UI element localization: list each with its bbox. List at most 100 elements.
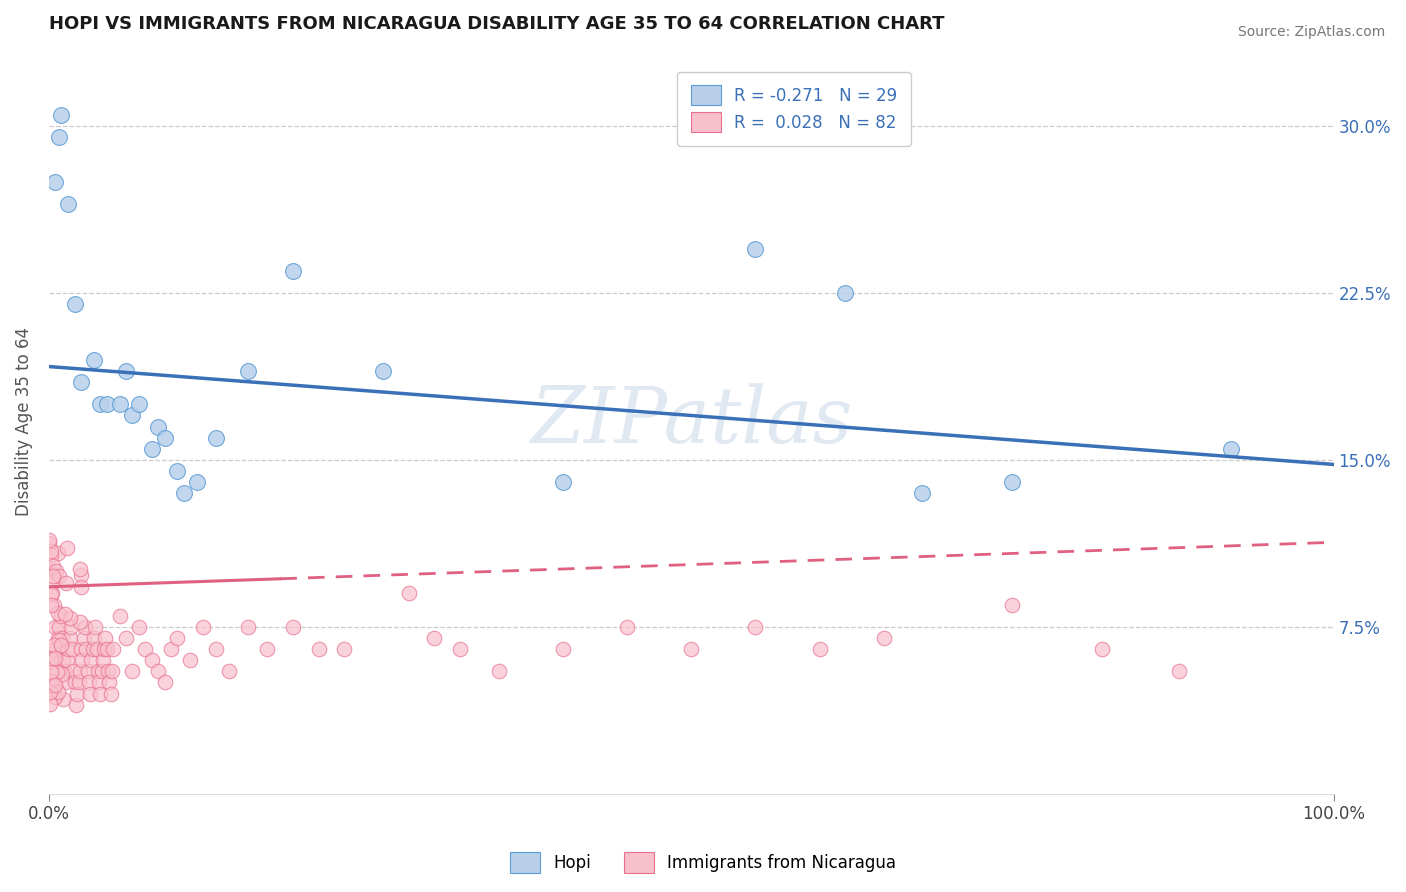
Point [38,697,60,711]
Point [205,431,228,445]
Point [1168,665,1191,679]
Point [371,364,394,378]
Point [55,576,77,591]
Point [63,675,86,690]
Point [83,631,105,645]
Point [89,687,111,701]
Point [94,631,117,645]
Point [256,642,278,657]
Point [108,608,131,623]
Point [48,620,70,634]
Point [48,546,70,560]
Point [77,675,100,690]
Point [73,620,96,634]
Point [70,580,93,594]
Point [41,643,63,657]
Point [551,642,574,657]
Point [58,642,80,657]
Point [42,598,65,612]
Point [146,665,169,679]
Point [87,675,110,690]
Point [1001,598,1024,612]
Point [108,397,131,411]
Point [97,665,120,679]
Point [39,652,62,666]
Point [46,631,69,645]
Point [89,397,111,411]
Point [141,442,163,456]
Point [82,642,104,657]
Point [44,690,66,705]
Legend: Hopi, Immigrants from Nicaragua: Hopi, Immigrants from Nicaragua [503,846,903,880]
Point [488,665,510,679]
Point [96,642,118,657]
Point [51,692,73,706]
Point [70,568,93,582]
Point [173,486,195,500]
Point [52,653,75,667]
Point [70,375,93,389]
Y-axis label: Disability Age 35 to 64: Disability Age 35 to 64 [15,326,32,516]
Point [41,569,63,583]
Point [39,685,62,699]
Point [1219,442,1241,456]
Point [49,608,72,623]
Point [84,620,107,634]
Point [121,665,143,679]
Point [62,665,84,679]
Point [134,642,156,657]
Point [39,598,62,612]
Point [59,620,82,634]
Point [808,642,831,657]
Point [72,631,94,645]
Point [153,431,176,445]
Point [281,264,304,278]
Point [681,642,703,657]
Point [79,687,101,701]
Point [205,642,228,657]
Point [69,665,91,679]
Point [42,575,65,590]
Point [55,675,77,690]
Point [103,642,125,657]
Point [41,549,63,563]
Point [72,653,94,667]
Point [80,653,103,667]
Point [236,364,259,378]
Point [86,642,108,657]
Point [1001,475,1024,490]
Point [744,620,766,634]
Point [101,665,124,679]
Point [91,653,114,667]
Point [44,620,66,634]
Point [48,632,70,647]
Point [41,586,63,600]
Point [160,642,183,657]
Point [70,642,93,657]
Point [449,642,471,657]
Point [153,675,176,690]
Point [69,561,91,575]
Point [179,653,201,667]
Point [166,464,188,478]
Point [98,675,121,690]
Legend: R = -0.271   N = 29, R =  0.028   N = 82: R = -0.271 N = 29, R = 0.028 N = 82 [678,71,911,145]
Point [121,409,143,423]
Text: Source: ZipAtlas.com: Source: ZipAtlas.com [1237,25,1385,39]
Point [42,638,65,652]
Point [616,620,638,634]
Point [141,653,163,667]
Point [49,108,72,122]
Point [58,197,80,211]
Point [45,642,67,657]
Point [63,297,86,311]
Point [44,650,66,665]
Point [59,611,82,625]
Point [39,665,62,679]
Point [56,653,79,667]
Point [69,615,91,629]
Point [115,631,138,645]
Point [236,620,259,634]
Point [58,631,80,645]
Point [44,678,66,692]
